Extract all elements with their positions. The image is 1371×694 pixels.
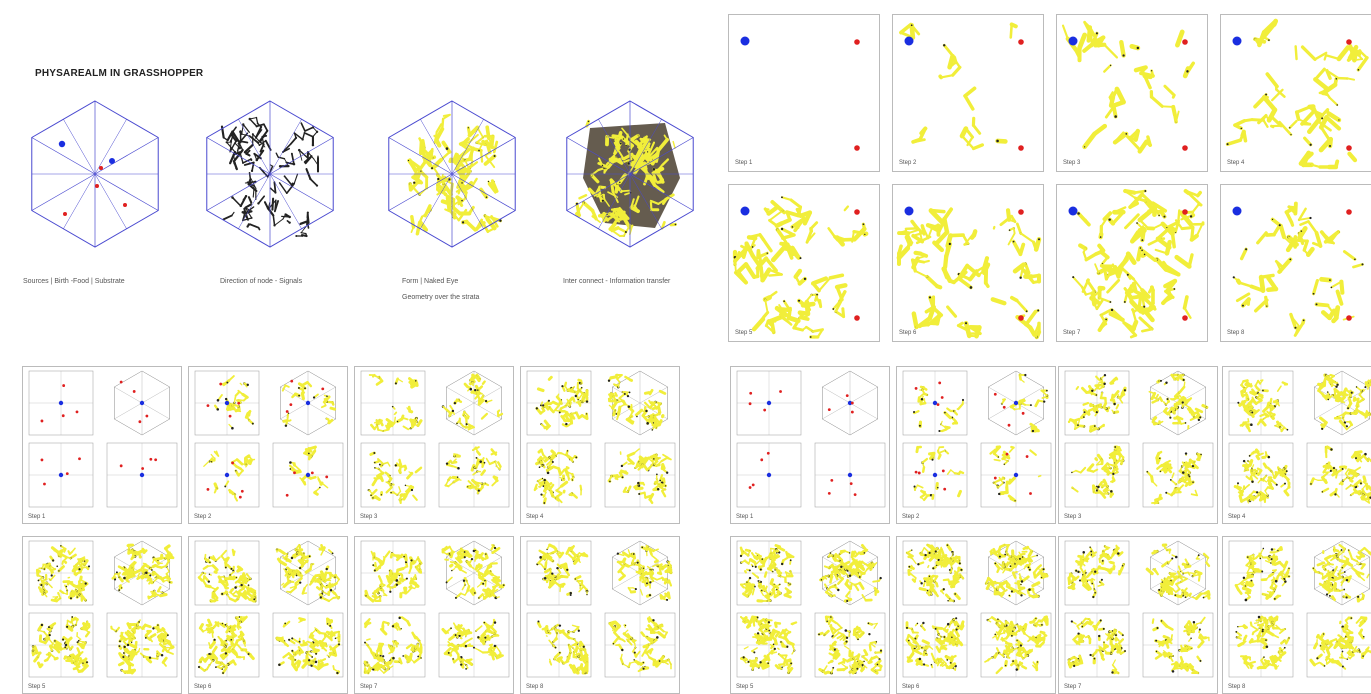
page-title: PHYSAREALM IN GRASSHOPPER <box>35 68 204 79</box>
food-node <box>1182 145 1188 151</box>
step-label: Step 5 <box>28 684 46 690</box>
step-label: Step 4 <box>526 514 544 520</box>
top-step-panel: Step 3 <box>1056 14 1208 172</box>
step-label: Step 6 <box>899 330 917 336</box>
source-node <box>1068 206 1078 216</box>
top-step-panel: Step 7 <box>1056 184 1208 342</box>
food-node <box>123 203 127 207</box>
food-node <box>95 184 99 188</box>
source-node <box>58 140 66 148</box>
grid-step-panel: Step 5 <box>22 536 182 694</box>
top-step-panel: Step 4 <box>1220 14 1371 172</box>
top-step-panel: Step 1 <box>728 14 880 172</box>
grid-step-panel: Step 1 <box>730 366 890 524</box>
grid-step-panel: Step 8 <box>520 536 680 694</box>
food-node <box>1182 209 1188 215</box>
grid-step-panel: Step 4 <box>1222 366 1371 524</box>
grid-step-panel: Step 1 <box>22 366 182 524</box>
cube-caption: Form | Naked Eye <box>402 278 459 285</box>
grid-step-panel: Step 6 <box>896 536 1056 694</box>
source-node <box>109 158 115 164</box>
cube-interconnect <box>555 88 705 260</box>
grid-step-panel: Step 4 <box>520 366 680 524</box>
food-node <box>1182 39 1188 45</box>
grid-step-panel: Step 2 <box>188 366 348 524</box>
grid-step-panel: Step 6 <box>188 536 348 694</box>
cube-sources <box>20 88 170 260</box>
grid-step-panel: Step 3 <box>354 366 514 524</box>
cube-form <box>377 88 527 260</box>
step-label: Step 2 <box>899 160 917 166</box>
food-node <box>1346 315 1352 321</box>
step-label: Step 1 <box>736 514 754 520</box>
source-node <box>904 36 914 46</box>
step-label: Step 2 <box>194 514 212 520</box>
top-step-panel: Step 6 <box>892 184 1044 342</box>
cube-form-drawing <box>388 100 516 248</box>
top-step-panel: Step 5 <box>728 184 880 342</box>
step-label: Step 6 <box>194 684 212 690</box>
top-step-panel: Step 8 <box>1220 184 1371 342</box>
food-node <box>1346 145 1352 151</box>
grid-step-panel: Step 2 <box>896 366 1056 524</box>
grid-step-panel: Step 8 <box>1222 536 1371 694</box>
step-label: Step 8 <box>1227 330 1245 336</box>
step-label: Step 4 <box>1228 514 1246 520</box>
step-label: Step 7 <box>1063 330 1081 336</box>
step-label: Step 8 <box>526 684 544 690</box>
step-label: Step 5 <box>735 330 753 336</box>
food-node <box>63 212 67 216</box>
source-node <box>740 36 750 46</box>
food-node <box>1182 315 1188 321</box>
top-step-panel: Step 2 <box>892 14 1044 172</box>
food-node <box>854 209 860 215</box>
food-node <box>99 166 103 170</box>
cube-caption: Direction of node - Signals <box>220 278 303 285</box>
cube-caption: Inter connect - Information transfer <box>563 278 671 285</box>
cube-caption-secondary: Geometry over the strata <box>402 294 480 301</box>
step-label: Step 1 <box>735 160 753 166</box>
food-node <box>854 145 860 151</box>
food-node <box>854 315 860 321</box>
step-label: Step 4 <box>1227 160 1245 166</box>
food-node <box>1018 39 1024 45</box>
step-label: Step 2 <box>902 514 920 520</box>
step-label: Step 3 <box>1063 160 1081 166</box>
food-node <box>1346 209 1352 215</box>
source-node <box>740 206 750 216</box>
source-node <box>1068 36 1078 46</box>
step-label: Step 7 <box>1064 684 1082 690</box>
source-node <box>1232 36 1242 46</box>
step-label: Step 1 <box>28 514 46 520</box>
grid-step-panel: Step 3 <box>1058 366 1218 524</box>
cube-interconnect-drawing <box>566 100 694 248</box>
grid-step-panel: Step 7 <box>354 536 514 694</box>
food-node <box>1346 39 1352 45</box>
source-node <box>1232 206 1242 216</box>
step-label: Step 5 <box>736 684 754 690</box>
source-node <box>904 206 914 216</box>
grid-step-panel: Step 7 <box>1058 536 1218 694</box>
cube-caption: Sources | Birth -Food | Substrate <box>23 278 125 285</box>
step-label: Step 3 <box>1064 514 1082 520</box>
cube-direction-drawing <box>206 100 334 248</box>
step-label: Step 7 <box>360 684 378 690</box>
cube-sources-drawing <box>31 100 159 248</box>
step-label: Step 3 <box>360 514 378 520</box>
step-label: Step 6 <box>902 684 920 690</box>
step-label: Step 8 <box>1228 684 1246 690</box>
food-node <box>1018 209 1024 215</box>
food-node <box>854 39 860 45</box>
food-node <box>1018 315 1024 321</box>
grid-step-panel: Step 5 <box>730 536 890 694</box>
cube-direction <box>195 88 345 260</box>
food-node <box>1018 145 1024 151</box>
